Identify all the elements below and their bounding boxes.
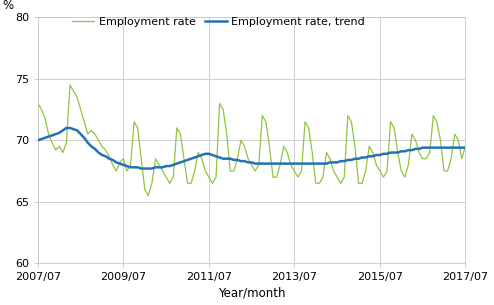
Employment rate — [67, 83, 73, 87]
X-axis label: Year/month: Year/month — [218, 286, 286, 300]
Employment rate, trend — [88, 145, 94, 148]
Employment rate, trend — [60, 129, 66, 132]
Y-axis label: %: % — [2, 0, 13, 12]
Employment rate — [60, 151, 66, 154]
Line: Employment rate: Employment rate — [38, 85, 472, 196]
Employment rate — [88, 129, 94, 132]
Employment rate, trend — [81, 136, 87, 140]
Legend: Employment rate, Employment rate, trend: Employment rate, Employment rate, trend — [72, 17, 365, 27]
Employment rate, trend — [469, 146, 475, 149]
Employment rate, trend — [35, 138, 41, 142]
Employment rate — [145, 194, 151, 197]
Line: Employment rate, trend: Employment rate, trend — [38, 128, 472, 169]
Employment rate, trend — [167, 164, 173, 168]
Employment rate — [469, 108, 475, 111]
Employment rate — [231, 169, 237, 173]
Employment rate, trend — [138, 167, 144, 170]
Employment rate, trend — [395, 151, 401, 154]
Employment rate, trend — [231, 158, 237, 162]
Employment rate — [395, 151, 401, 154]
Employment rate — [35, 102, 41, 105]
Employment rate — [167, 181, 173, 185]
Employment rate, trend — [63, 126, 69, 130]
Employment rate — [81, 120, 87, 124]
